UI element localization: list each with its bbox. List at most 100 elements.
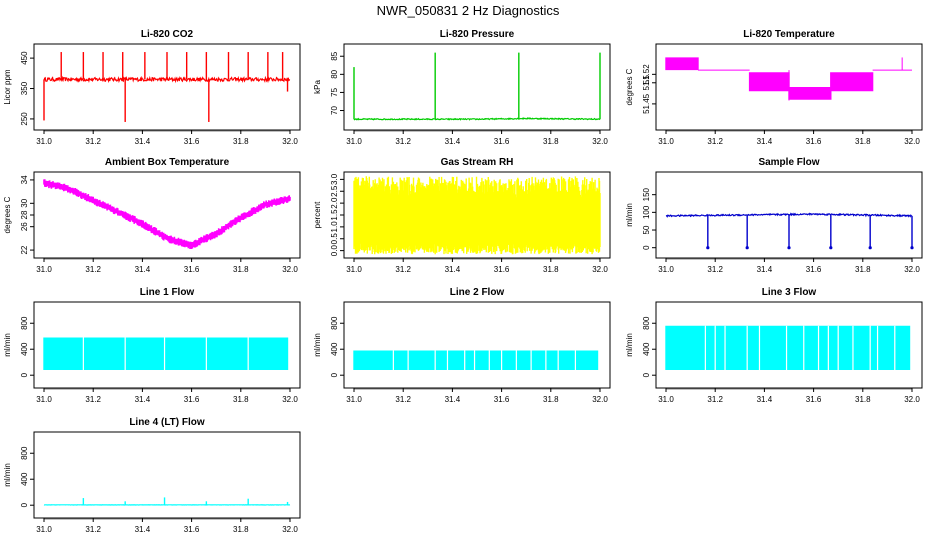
x-tick-label: 31.4 xyxy=(135,265,151,274)
x-tick-label: 31.0 xyxy=(36,525,52,534)
y-tick-label: 0 xyxy=(642,245,651,250)
x-tick-label: 31.6 xyxy=(806,395,822,404)
panel-title: Line 1 Flow xyxy=(140,287,195,298)
y-axis-label: Licor ppm xyxy=(3,69,12,104)
y-tick-label: 34 xyxy=(20,175,29,184)
plot-frame xyxy=(33,43,301,131)
y-tick-label: 0.0 xyxy=(330,245,339,257)
y-tick-label: 0.5 xyxy=(330,233,339,245)
panel-title: Li-820 Temperature xyxy=(743,29,835,40)
y-tick-label: 250 xyxy=(20,112,29,126)
x-tick-label: 31.2 xyxy=(707,265,723,274)
x-tick-label: 31.2 xyxy=(85,525,101,534)
x-tick-label: 31.0 xyxy=(346,265,362,274)
data-series xyxy=(665,325,911,371)
y-tick-label: 0 xyxy=(20,372,29,377)
y-tick-label: 22 xyxy=(20,245,29,254)
x-tick-label: 32.0 xyxy=(592,265,608,274)
panel-ambient: Ambient Box Temperature degrees C 31.0 31.2… xyxy=(3,157,301,274)
data-series xyxy=(43,179,291,249)
series-band xyxy=(748,72,790,92)
x-tick-label: 31.0 xyxy=(36,265,52,274)
y-tick-label: 400 xyxy=(642,342,651,356)
y-axis-label: ml/min xyxy=(3,463,12,487)
x-tick-label: 32.0 xyxy=(904,137,920,146)
spike-point xyxy=(829,246,833,250)
y-tick-label: 70 xyxy=(330,106,339,115)
y-tick-label: 2.0 xyxy=(330,197,339,209)
y-tick-label: 100 xyxy=(642,205,651,219)
y-tick-label: 800 xyxy=(20,316,29,330)
spike-point xyxy=(868,246,872,250)
panel-title: Li-820 Pressure xyxy=(440,29,515,40)
y-tick-label: 800 xyxy=(642,316,651,330)
y-tick-label: 0 xyxy=(20,502,29,507)
series-band xyxy=(830,72,874,92)
panel-title: Line 3 Flow xyxy=(762,287,817,298)
y-tick-label: 26 xyxy=(20,222,29,231)
y-tick-label: 1.5 xyxy=(330,209,339,221)
x-tick-label: 31.6 xyxy=(184,525,200,534)
spike-point xyxy=(910,246,914,250)
data-series xyxy=(353,176,601,255)
x-tick-label: 32.0 xyxy=(904,265,920,274)
x-tick-label: 31.6 xyxy=(494,265,510,274)
x-tick-label: 32.0 xyxy=(592,395,608,404)
y-axis-label: degrees C xyxy=(625,68,634,105)
x-tick-label: 32.0 xyxy=(282,525,298,534)
plot-frame xyxy=(655,301,923,389)
y-tick-label: 0 xyxy=(642,372,651,377)
y-tick-label: 400 xyxy=(330,342,339,356)
x-tick-label: 31.0 xyxy=(36,395,52,404)
data-series xyxy=(665,57,912,101)
x-tick-label: 31.0 xyxy=(658,137,674,146)
x-tick-label: 32.0 xyxy=(282,395,298,404)
plot-frame xyxy=(655,43,923,131)
y-axis-label: kPa xyxy=(313,80,322,94)
y-tick-label: 75 xyxy=(330,87,339,96)
x-tick-label: 31.2 xyxy=(395,265,411,274)
x-tick-label: 31.2 xyxy=(85,395,101,404)
x-tick-label: 31.6 xyxy=(494,137,510,146)
panel-title: Li-820 CO2 xyxy=(141,29,194,40)
x-tick-label: 32.0 xyxy=(282,265,298,274)
x-tick-label: 31.4 xyxy=(445,265,461,274)
x-tick-label: 31.4 xyxy=(135,525,151,534)
panel-title: Ambient Box Temperature xyxy=(105,157,230,168)
data-series xyxy=(353,52,601,121)
y-tick-label: 30 xyxy=(20,198,29,207)
x-tick-label: 31.2 xyxy=(707,395,723,404)
y-tick-label: 80 xyxy=(330,69,339,78)
x-tick-label: 31.6 xyxy=(184,265,200,274)
series-line xyxy=(43,75,291,84)
y-tick-label: 28 xyxy=(20,210,29,219)
x-tick-label: 31.4 xyxy=(135,395,151,404)
y-tick-label: 150 xyxy=(642,187,651,201)
x-tick-label: 31.4 xyxy=(757,395,773,404)
y-tick-label: 0 xyxy=(330,372,339,377)
data-series xyxy=(43,497,291,506)
data-series xyxy=(353,350,599,371)
series-band xyxy=(353,176,601,255)
y-axis-label: ml/min xyxy=(625,203,634,227)
panel-rh: Gas Stream RH percent 31.0 31.2 31.4 31.6 31.8… xyxy=(313,157,611,274)
y-tick-label: 800 xyxy=(330,316,339,330)
x-tick-label: 31.8 xyxy=(543,137,559,146)
panel-title: Line 4 (LT) Flow xyxy=(129,417,205,428)
y-tick-label: 800 xyxy=(20,446,29,460)
panel-pressure: Li-820 Pressure kPa 31.0 31.2 31.4 31.6 31.8 32… xyxy=(313,29,611,146)
panel-sample: Sample Flow ml/min 31.0 31.2 31.4 31.6 31.8 32.… xyxy=(625,157,923,274)
x-tick-label: 31.4 xyxy=(757,137,773,146)
x-tick-label: 32.0 xyxy=(592,137,608,146)
series-band xyxy=(665,325,911,370)
y-axis-label: ml/min xyxy=(3,333,12,357)
x-tick-label: 31.2 xyxy=(85,137,101,146)
x-tick-label: 31.8 xyxy=(233,395,249,404)
y-axis-label: percent xyxy=(313,201,322,228)
x-tick-label: 31.2 xyxy=(395,137,411,146)
panel-line1: Line 1 Flow ml/min 31.0 31.2 31.4 31.6 31.8 32.… xyxy=(3,287,301,404)
panel-title: Gas Stream RH xyxy=(441,157,514,168)
y-tick-label: 2.5 xyxy=(330,185,339,197)
panel-line3: Line 3 Flow ml/min 31.0 31.2 31.4 31.6 31.8 32.… xyxy=(625,287,923,404)
